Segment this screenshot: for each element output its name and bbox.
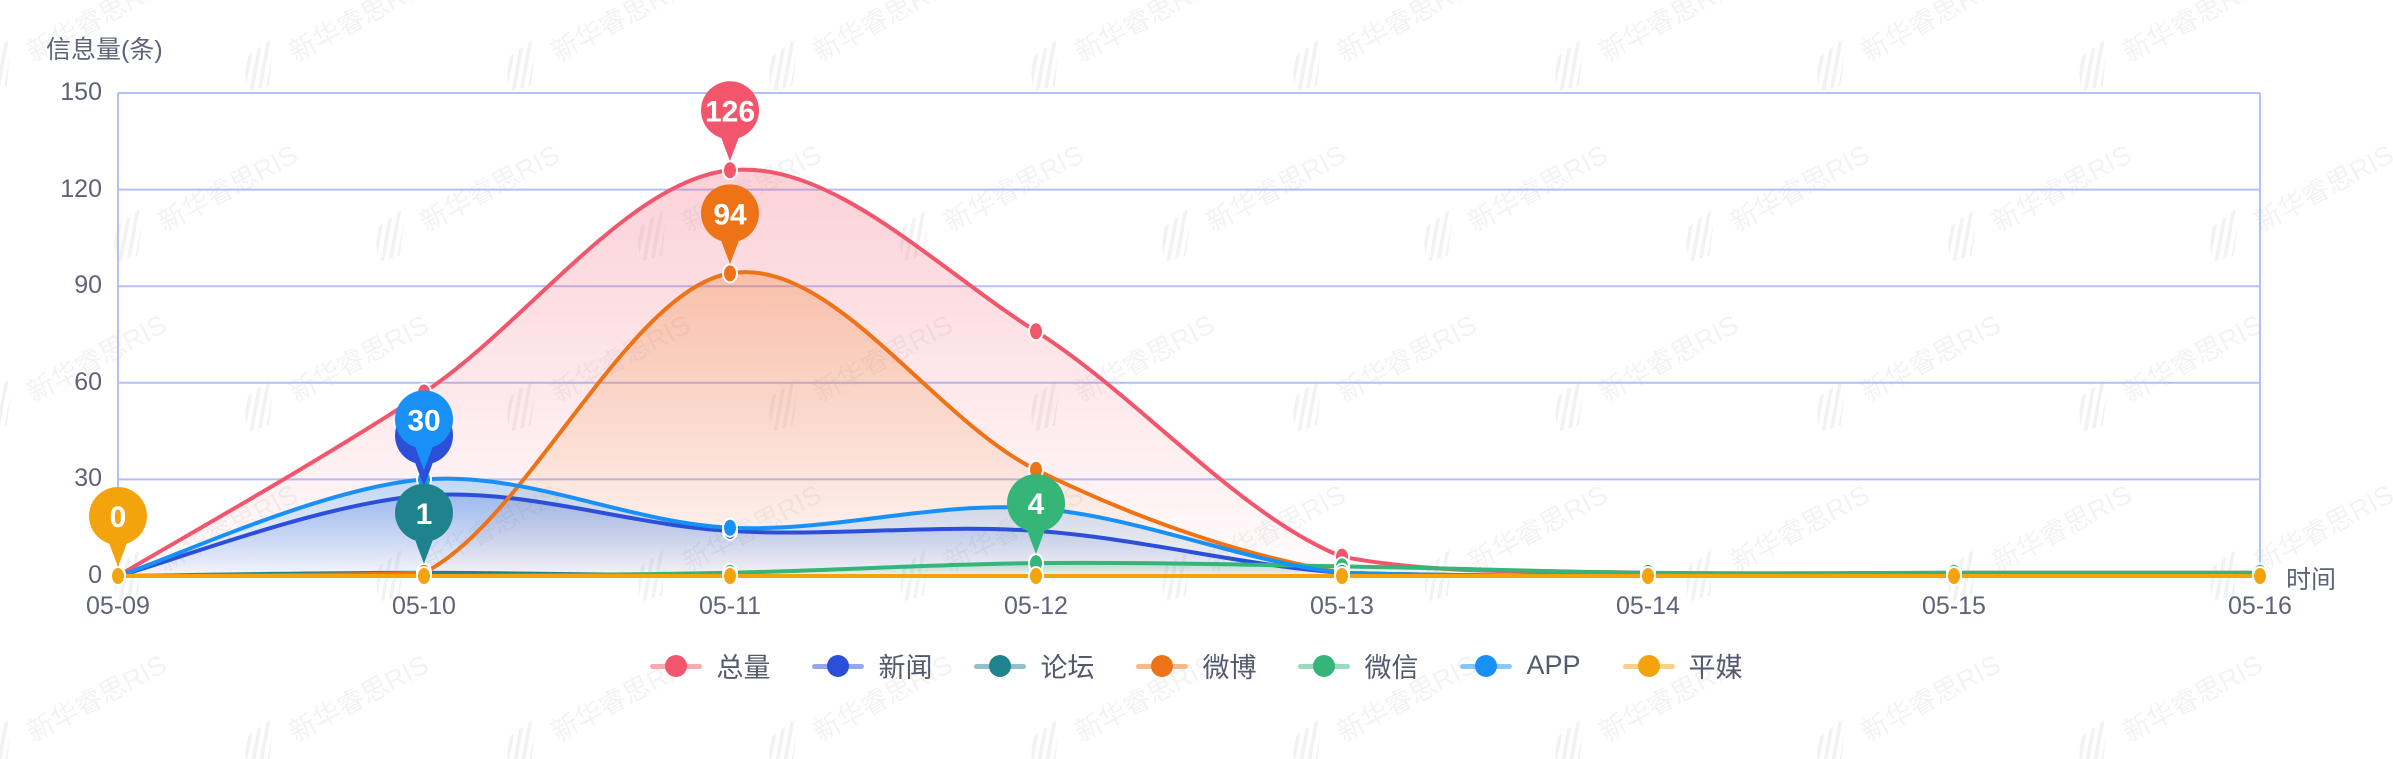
legend-dot xyxy=(1313,654,1336,677)
data-point-dot-print xyxy=(2252,566,2268,586)
legend-dot xyxy=(827,654,850,677)
legend-label: 微博 xyxy=(1202,653,1257,683)
legend-item-news[interactable]: 新闻 xyxy=(812,646,932,685)
legend-item-weibo[interactable]: 微博 xyxy=(1136,646,1256,685)
max-value-pin-wechat: 4 xyxy=(1007,474,1065,555)
legend: 总量 新闻 论坛 微博 微信 APP 平媒 xyxy=(0,646,2393,685)
pin-value-label: 30 xyxy=(407,404,440,437)
max-value-pin-weibo: 94 xyxy=(701,184,759,265)
x-tick-label: 05-14 xyxy=(1616,592,1680,620)
pin-value-label: 4 xyxy=(1028,488,1045,521)
y-tick-label: 0 xyxy=(88,561,102,589)
pin-value-label: 126 xyxy=(705,95,755,128)
legend-label: 新闻 xyxy=(878,653,933,683)
x-axis-title: 时间 xyxy=(2286,566,2337,594)
data-point-dot-print xyxy=(110,566,126,586)
max-value-pin-print: 0 xyxy=(89,487,147,567)
legend-item-print[interactable]: 平媒 xyxy=(1622,646,1743,685)
legend-marker-icon xyxy=(1460,653,1513,679)
legend-label: 平媒 xyxy=(1688,653,1743,683)
legend-marker-icon xyxy=(812,653,865,679)
legend-dot xyxy=(1637,654,1660,677)
legend-label: 微信 xyxy=(1364,653,1419,683)
legend-dot xyxy=(1151,654,1174,677)
y-tick-label: 120 xyxy=(60,174,102,203)
y-tick-label: 150 xyxy=(60,78,102,106)
series-area-app xyxy=(118,478,2260,576)
pin-value-label: 94 xyxy=(713,198,747,231)
y-tick-label: 60 xyxy=(74,367,102,396)
max-value-pin-app: 30 xyxy=(395,390,453,471)
y-tick-label: 30 xyxy=(74,464,102,493)
data-point-dot-print xyxy=(1640,566,1656,586)
data-point-dot-print xyxy=(416,566,432,586)
y-axis-title: 信息量(条) xyxy=(46,36,163,64)
pin-value-label: 0 xyxy=(110,501,127,534)
legend-marker-icon xyxy=(1622,653,1675,679)
data-point-dot-total xyxy=(722,160,738,181)
y-tick-label: 90 xyxy=(74,271,102,300)
legend-dot xyxy=(1475,654,1498,677)
data-point-dot-print xyxy=(1334,566,1350,586)
series-area-weibo xyxy=(118,272,2260,576)
x-tick-label: 05-13 xyxy=(1310,592,1374,620)
max-value-pin-forum: 1 xyxy=(395,483,453,564)
legend-marker-icon xyxy=(974,653,1027,679)
x-tick-label: 05-09 xyxy=(86,592,150,620)
legend-label: 总量 xyxy=(716,653,771,683)
data-point-dot-total xyxy=(1028,321,1044,342)
legend-item-app[interactable]: APP xyxy=(1460,650,1581,681)
legend-item-wechat[interactable]: 微信 xyxy=(1298,646,1418,685)
x-tick-label: 05-15 xyxy=(1922,592,1986,620)
x-tick-label: 05-12 xyxy=(1004,592,1068,620)
data-point-dot-app xyxy=(722,517,738,538)
legend-marker-icon xyxy=(650,653,703,679)
x-tick-label: 05-16 xyxy=(2228,592,2292,620)
data-point-dot-print xyxy=(1946,566,1962,586)
legend-dot xyxy=(989,654,1012,677)
pin-value-label: 1 xyxy=(416,498,433,531)
data-point-dot-weibo xyxy=(722,263,738,284)
legend-label: 论坛 xyxy=(1040,653,1095,683)
x-tick-label: 05-11 xyxy=(698,592,762,620)
legend-item-total[interactable]: 总量 xyxy=(650,646,770,685)
x-tick-label: 05-10 xyxy=(392,592,456,620)
legend-label: APP xyxy=(1526,650,1581,680)
legend-marker-icon xyxy=(1298,653,1351,679)
max-value-pin-total: 126 xyxy=(701,81,759,162)
legend-item-forum[interactable]: 论坛 xyxy=(974,646,1094,685)
data-point-dot-print xyxy=(722,566,738,586)
data-point-dot-print xyxy=(1028,566,1044,586)
legend-marker-icon xyxy=(1136,653,1189,679)
legend-dot xyxy=(665,654,688,677)
